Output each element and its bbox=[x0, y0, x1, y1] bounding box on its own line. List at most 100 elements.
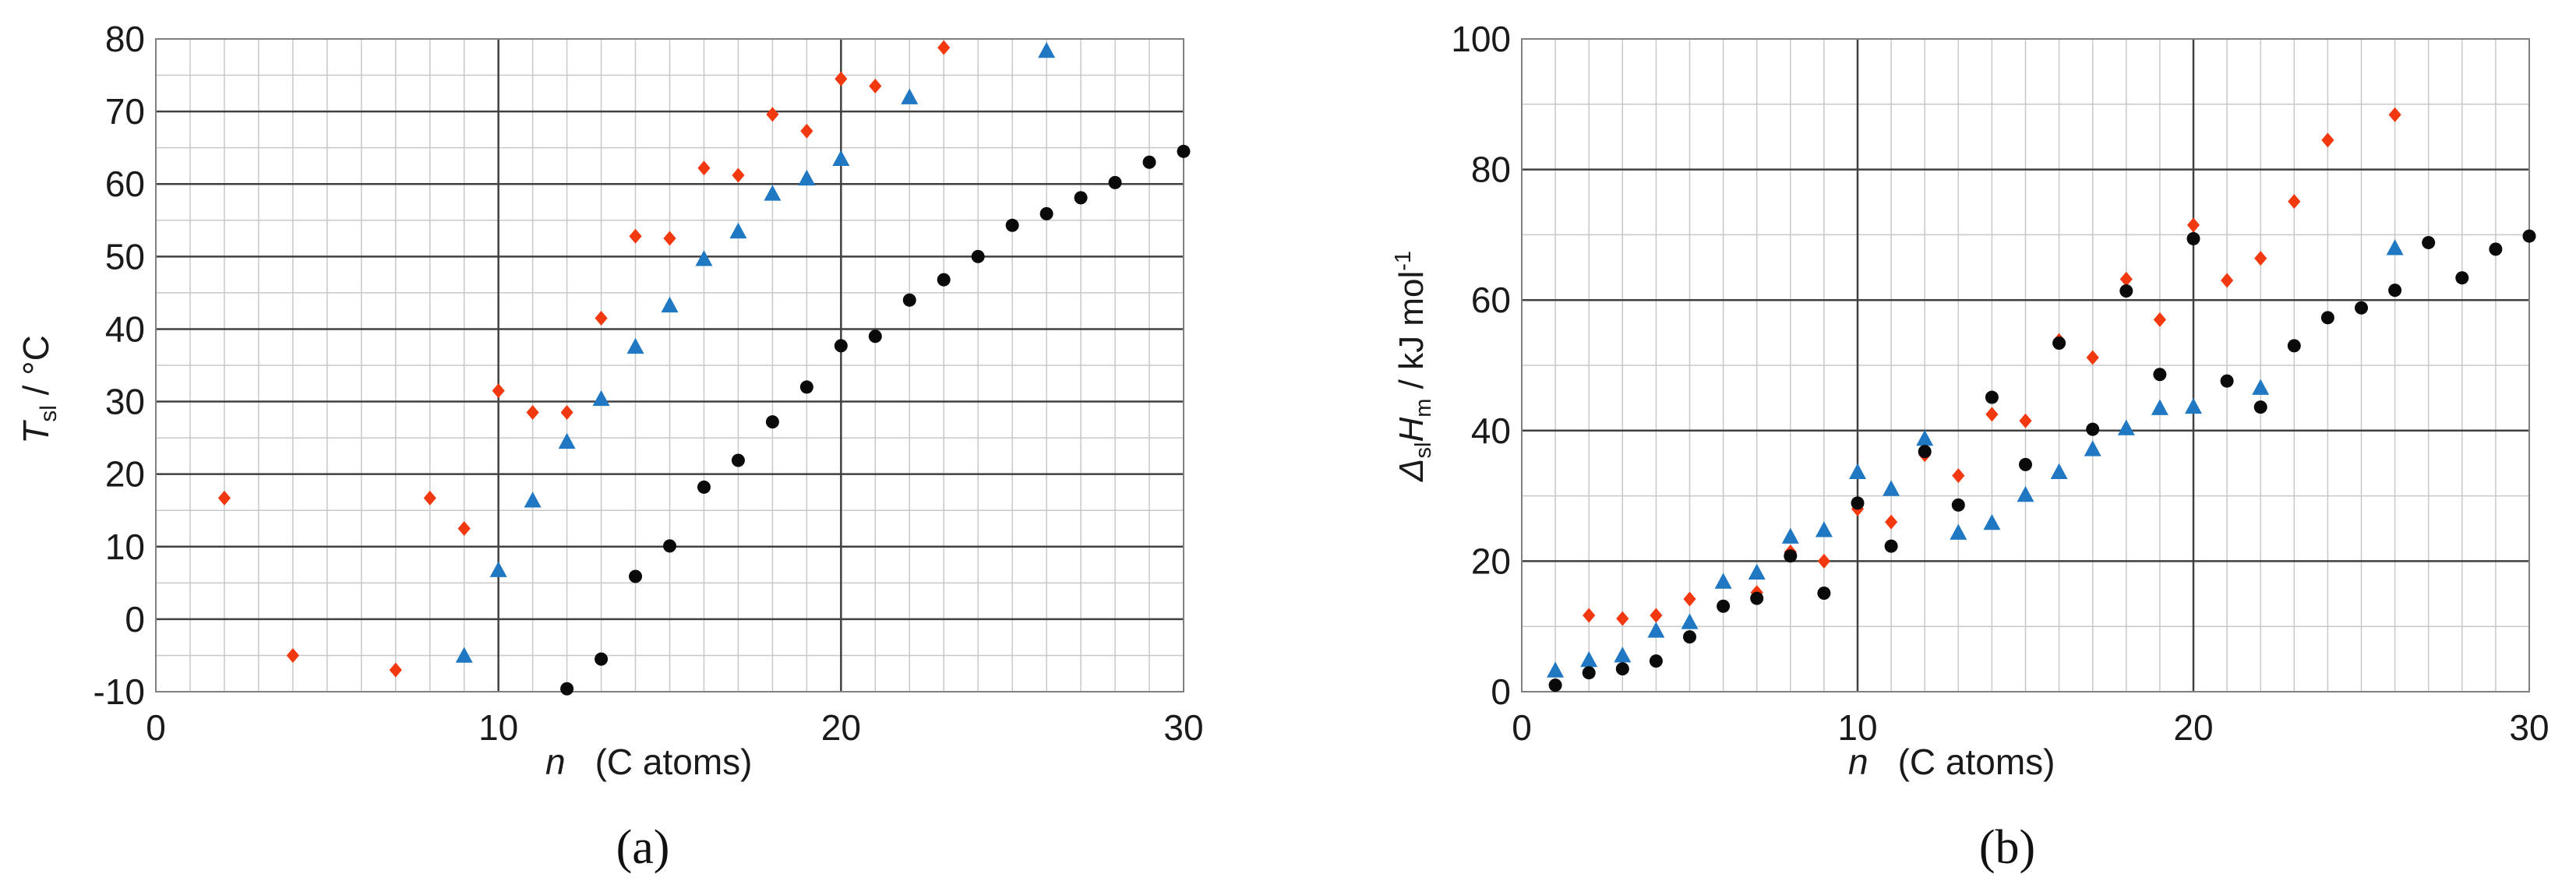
panel-a-point-red-diamond bbox=[560, 405, 573, 421]
panel-b-point-blue-triangle bbox=[1883, 480, 1900, 496]
panel-b-x-axis-label: n (C atoms) bbox=[1848, 742, 2056, 782]
panel-b-point-black-circle bbox=[2186, 231, 2200, 245]
panel-b-point-blue-triangle bbox=[1614, 647, 1632, 663]
panel-b-data-points bbox=[1547, 107, 2536, 692]
panel-a-point-blue-triangle bbox=[626, 337, 644, 354]
panel-a-point-red-diamond bbox=[457, 521, 471, 536]
panel-a-point-red-diamond bbox=[937, 40, 951, 55]
panel-b-point-blue-triangle bbox=[2386, 239, 2404, 255]
panel-a-point-black-circle bbox=[595, 652, 609, 666]
panel-b-point-black-circle bbox=[2320, 311, 2334, 325]
panel-b-point-black-circle bbox=[1683, 630, 1696, 644]
panel-b-point-black-circle bbox=[1985, 390, 1999, 404]
panel-b-point-blue-triangle bbox=[1580, 650, 1598, 668]
panel-a-point-blue-triangle bbox=[661, 296, 679, 313]
panel-b-xlabel-unit: (C atoms) bbox=[1898, 742, 2056, 782]
panel-a-point-black-circle bbox=[1142, 155, 1156, 169]
panel-b-point-blue-triangle bbox=[2185, 397, 2202, 414]
panel-a-point-black-circle bbox=[560, 682, 574, 696]
panel-b-ylabel-superscript: -1 bbox=[1391, 251, 1416, 271]
panel-a-point-blue-triangle bbox=[592, 389, 610, 407]
panel-b-y-tick-label: 100 bbox=[1451, 19, 1511, 59]
panel-b-point-black-circle bbox=[1918, 445, 1932, 459]
panel-b-point-blue-triangle bbox=[1815, 521, 1833, 537]
panel-b-point-black-circle bbox=[1615, 662, 1629, 676]
panel-b-point-red-diamond bbox=[1683, 591, 1696, 607]
panel-a-y-tick-label: 70 bbox=[105, 91, 145, 132]
panel-b-point-black-circle bbox=[2287, 339, 2301, 353]
panel-a-ylabel-subscript: sl bbox=[36, 405, 62, 422]
panel-b-ylabel-unit: / kJ mol bbox=[1392, 271, 1431, 399]
panel-b-point-blue-triangle bbox=[1983, 513, 2001, 530]
panel-b-point-red-diamond bbox=[2153, 312, 2166, 327]
panel-a-y-tick-label: 20 bbox=[105, 454, 145, 495]
panel-b-point-blue-triangle bbox=[2050, 463, 2068, 479]
panel-a-y-tick-label: 10 bbox=[105, 527, 145, 567]
panel-a-point-black-circle bbox=[731, 453, 745, 467]
panel-b-point-black-circle bbox=[1851, 496, 1865, 510]
panel-a-point-red-diamond bbox=[595, 310, 608, 326]
panel-a-point-blue-triangle bbox=[798, 169, 816, 186]
panel-a-point-black-circle bbox=[902, 293, 916, 307]
panel-b-point-red-diamond bbox=[1885, 514, 1898, 530]
panel-b-y-tick-label: 20 bbox=[1471, 541, 1511, 581]
panel-a-y-tick-label: 80 bbox=[105, 19, 145, 59]
panel-b-point-black-circle bbox=[1582, 666, 1596, 680]
panel-b-point-black-circle bbox=[1750, 591, 1764, 605]
panel-b-point-blue-triangle bbox=[1781, 527, 1799, 544]
panel-b-xlabel-variable: n bbox=[1848, 742, 1868, 782]
panel-a-point-blue-triangle bbox=[729, 222, 747, 239]
panel-b-point-black-circle bbox=[2019, 457, 2032, 471]
panel-a-point-black-circle bbox=[765, 415, 779, 429]
panel-a-xlabel-unit: (C atoms) bbox=[595, 742, 753, 782]
panel-b-y-tick-label: 60 bbox=[1471, 280, 1511, 320]
panel-b-point-black-circle bbox=[2422, 235, 2436, 249]
panel-a-point-red-diamond bbox=[217, 490, 231, 506]
panel-b-point-black-circle bbox=[2388, 284, 2402, 298]
panel-a-point-black-circle bbox=[834, 339, 848, 353]
panel-a-xlabel-variable: n bbox=[545, 742, 566, 782]
panel-b-y-tick-label: 0 bbox=[1491, 671, 1511, 712]
panel-a-point-black-circle bbox=[799, 380, 813, 394]
panel-b-x-tick-label: 0 bbox=[1512, 707, 1532, 748]
panel-b-point-red-diamond bbox=[1583, 608, 1596, 623]
panel-a-point-red-diamond bbox=[526, 405, 539, 421]
panel-a-point-black-circle bbox=[1177, 144, 1191, 158]
panel-a-gridlines bbox=[155, 38, 1184, 692]
panel-b-point-red-diamond bbox=[2186, 217, 2200, 233]
panel-a-point-black-circle bbox=[1005, 218, 1019, 232]
panel-a-point-black-circle bbox=[663, 539, 676, 553]
panel-a-y-tick-label: 30 bbox=[105, 382, 145, 422]
panel-a-point-blue-triangle bbox=[695, 250, 713, 266]
panel-a-point-blue-triangle bbox=[524, 492, 542, 508]
panel-a-point-black-circle bbox=[697, 480, 711, 494]
panel-b-point-black-circle bbox=[2455, 271, 2469, 285]
panel-a-x-tick-label: 0 bbox=[146, 707, 166, 748]
panel-a-point-black-circle bbox=[868, 329, 882, 344]
panel-b-point-black-circle bbox=[1951, 498, 1965, 512]
panel-b-point-blue-triangle bbox=[1916, 429, 1934, 446]
panel-b-point-black-circle bbox=[1884, 539, 1898, 553]
panel-b-point-red-diamond bbox=[1817, 553, 1830, 569]
panel-b-point-black-circle bbox=[2220, 374, 2234, 388]
panel-b-point-red-diamond bbox=[2254, 251, 2267, 266]
panel-a-point-black-circle bbox=[937, 273, 951, 287]
panel-a-point-red-diamond bbox=[800, 123, 813, 139]
panel-a-point-black-circle bbox=[971, 249, 985, 263]
panel-a-y-tick-label: 40 bbox=[105, 308, 145, 349]
panel-a-point-black-circle bbox=[1039, 206, 1053, 220]
panel-b-ylabel-delta: Δ bbox=[1392, 458, 1431, 482]
panel-b-point-red-diamond bbox=[2288, 194, 2301, 210]
panel-a-label: (a) bbox=[616, 821, 670, 874]
panel-b-chart: 0 20 40 60 80 100 0 10 20 30 ΔslHm / kJ mol-1 n (C… bbox=[1391, 19, 2550, 874]
panel-b-tick-labels: 0 20 40 60 80 100 0 10 20 30 bbox=[1451, 19, 2549, 748]
panel-a-point-blue-triangle bbox=[489, 561, 507, 577]
panel-b-point-black-circle bbox=[2355, 301, 2368, 315]
panel-a-point-blue-triangle bbox=[1038, 41, 1056, 58]
panel-a-point-red-diamond bbox=[389, 662, 402, 678]
panel-a-point-black-circle bbox=[1108, 175, 1122, 189]
panel-b-ylabel-subscript-1: sl bbox=[1411, 442, 1436, 459]
panel-b-x-tick-label: 30 bbox=[2509, 707, 2549, 748]
panel-b-point-black-circle bbox=[2119, 284, 2133, 298]
